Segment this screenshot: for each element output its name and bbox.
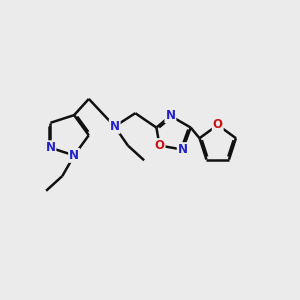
Text: N: N: [69, 149, 79, 162]
Text: O: O: [213, 118, 223, 131]
Text: N: N: [45, 141, 56, 154]
Text: N: N: [110, 120, 120, 133]
Text: O: O: [154, 139, 165, 152]
Text: N: N: [178, 143, 188, 156]
Text: N: N: [165, 109, 176, 122]
